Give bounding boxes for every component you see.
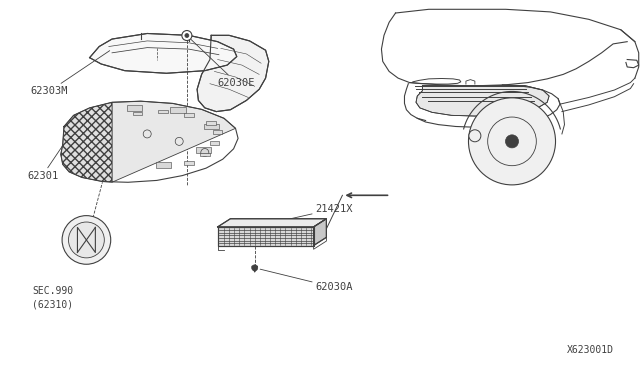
Text: SEC.990
(62310): SEC.990 (62310): [32, 286, 73, 309]
Polygon shape: [196, 147, 211, 153]
Bar: [200, 153, 210, 156]
Polygon shape: [314, 219, 326, 246]
Bar: [210, 141, 219, 145]
Circle shape: [185, 33, 189, 38]
Text: 62303M: 62303M: [31, 51, 109, 96]
Text: 21421X: 21421X: [220, 204, 353, 234]
Bar: [184, 113, 193, 117]
Polygon shape: [218, 219, 326, 227]
Circle shape: [68, 222, 104, 258]
Circle shape: [506, 135, 518, 148]
Polygon shape: [156, 162, 171, 168]
Circle shape: [468, 98, 556, 185]
Polygon shape: [61, 102, 112, 182]
Circle shape: [252, 265, 258, 271]
Polygon shape: [218, 227, 314, 246]
Polygon shape: [112, 101, 236, 182]
Polygon shape: [90, 33, 237, 73]
Bar: [133, 112, 142, 115]
Polygon shape: [204, 124, 219, 129]
Polygon shape: [170, 107, 186, 113]
Circle shape: [182, 31, 192, 41]
Text: 62030E: 62030E: [191, 39, 255, 87]
Bar: [184, 161, 193, 165]
Polygon shape: [416, 86, 549, 116]
Polygon shape: [127, 105, 142, 111]
Bar: [158, 110, 168, 113]
Bar: [212, 130, 223, 134]
Circle shape: [62, 216, 111, 264]
Text: 62030A: 62030A: [260, 269, 353, 292]
Polygon shape: [197, 35, 269, 112]
Text: 62301: 62301: [27, 127, 76, 180]
Bar: [206, 121, 216, 125]
Circle shape: [469, 130, 481, 142]
Text: X623001D: X623001D: [568, 345, 614, 355]
